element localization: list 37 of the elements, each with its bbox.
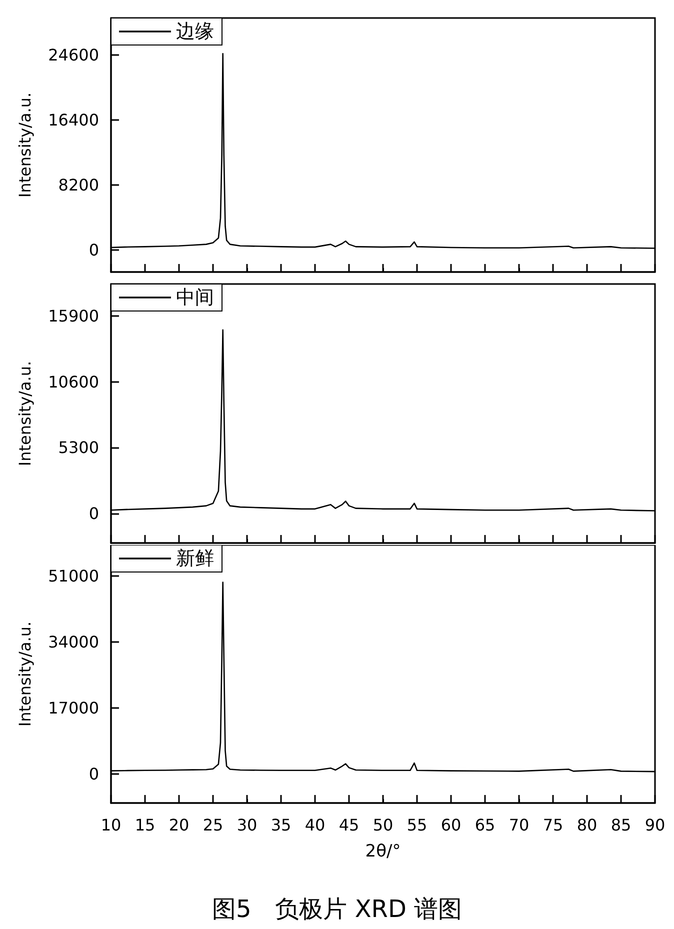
y-tick-label: 16400 — [48, 110, 99, 130]
y-tick-label: 15900 — [48, 306, 99, 326]
y-tick-label: 17000 — [48, 698, 99, 718]
x-tick-label: 20 — [168, 816, 190, 834]
legend-label: 边缘 — [176, 20, 214, 42]
x-tick-label: 40 — [304, 816, 326, 834]
x-tick-label: 55 — [406, 816, 428, 834]
caption: 图5 负极片 XRD 谱图 — [212, 895, 462, 923]
x-tick-label: 30 — [236, 816, 258, 834]
x-tick-label: 75 — [542, 816, 564, 834]
y-tick-label: 51000 — [48, 566, 99, 586]
legend-label: 新鲜 — [176, 548, 214, 570]
y-axis-title: Intensity/a.u. — [16, 360, 34, 466]
y-tick-label: 0 — [88, 504, 99, 523]
y-axis-title: Intensity/a.u. — [16, 92, 34, 198]
y-tick-label: 0 — [88, 764, 99, 784]
y-tick-label: 24600 — [48, 46, 99, 65]
x-tick-label: 65 — [474, 816, 496, 834]
y-tick-label: 0 — [88, 240, 99, 260]
y-tick-label: 34000 — [48, 632, 99, 652]
x-tick-label: 35 — [270, 816, 292, 834]
x-axis-title: 2θ/° — [365, 842, 401, 862]
x-tick-label: 25 — [202, 816, 224, 834]
legend-label: 中间 — [176, 286, 214, 308]
y-tick-label: 5300 — [58, 438, 99, 458]
y-axis-title: Intensity/a.u. — [16, 621, 34, 727]
x-tick-label: 50 — [372, 816, 394, 834]
y-tick-label: 8200 — [58, 175, 99, 194]
x-tick-label: 45 — [338, 816, 360, 834]
x-tick-label: 80 — [576, 816, 598, 834]
x-tick-label: 90 — [644, 816, 666, 834]
x-tick-label: 60 — [440, 816, 462, 834]
y-tick-label: 10600 — [48, 372, 99, 392]
x-tick-label: 85 — [610, 816, 632, 834]
x-tick-label: 15 — [134, 816, 156, 834]
x-tick-label: 10 — [100, 816, 122, 834]
x-tick-label: 70 — [508, 816, 530, 834]
